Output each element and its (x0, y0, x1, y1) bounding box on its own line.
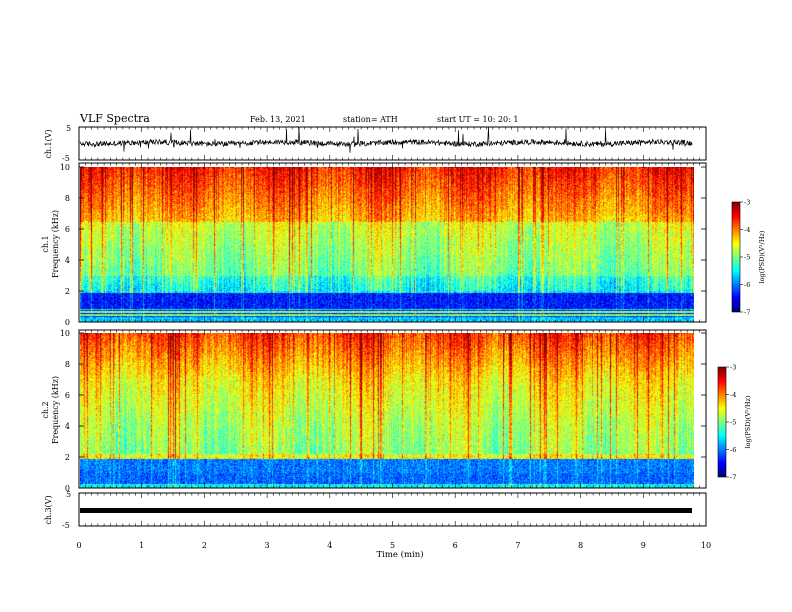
y-tick-label: 8 (65, 360, 70, 369)
colorbar-tick-label: -6 (744, 281, 750, 289)
x-axis-ticks (78, 127, 707, 526)
y-tick-label: 6 (65, 391, 70, 400)
y-tick-label: 0 (65, 484, 70, 493)
colorbar-tick-label: -4 (744, 226, 750, 234)
colorbar-ch1-label: log(PSD)(V²/Hz) (758, 230, 766, 283)
x-tick-label: 10 (701, 541, 711, 550)
colorbar-tick-label: -5 (730, 419, 736, 427)
colorbar-tick-label: -5 (744, 254, 750, 262)
spectrogram-ch2-yticks: 0 2 4 6 8 10 (60, 329, 706, 493)
spectrogram-ch2-ylabel: Frequency (kHz) (51, 376, 60, 444)
waveform-ch3-ytick-top: 5 (66, 490, 71, 499)
x-tick-label: 7 (515, 541, 520, 550)
x-tick-label: 0 (76, 541, 81, 550)
figure-title: VLF Spectra (79, 112, 150, 125)
y-tick-label: 4 (65, 256, 70, 265)
x-tick-label: 1 (139, 541, 144, 550)
x-tick-label: 3 (265, 541, 270, 550)
spectrogram-ch1-panel: ch.1 Frequency (kHz) 0 2 4 6 8 10 (41, 162, 707, 327)
x-tick-label: 4 (327, 541, 332, 550)
colorbar-ch1-ticks: -3 -4 -5 -6 -7 (740, 199, 750, 317)
spectrogram-ch2-panel: ch.2 Frequency (kHz) 0 2 4 6 8 10 (41, 329, 707, 493)
colorbar-tick-label: -6 (730, 446, 736, 454)
colorbar-ch2-ticks: -3 -4 -5 -6 -7 (726, 364, 736, 482)
x-tick-label: 8 (578, 541, 583, 550)
y-tick-label: 2 (65, 453, 70, 462)
header-start-time: start UT = 10: 20: 1 (437, 115, 518, 124)
waveform-ch1-ytick-top: 5 (66, 124, 71, 133)
waveform-ch1-ytick-bottom: -5 (62, 154, 70, 163)
colorbar-ch2-label: log(PSD)(V²/Hz) (744, 395, 752, 448)
colorbar-tick-label: -3 (730, 364, 736, 372)
waveform-ch3-ytick-bottom: -5 (62, 521, 70, 530)
waveform-ch3-trace (80, 508, 692, 513)
colorbar-tick-label: -4 (730, 391, 736, 399)
y-tick-label: 10 (60, 163, 70, 172)
y-tick-label: 10 (60, 329, 70, 338)
x-axis-label: Time (min) (376, 549, 423, 560)
colorbar-ch2: -3 -4 -5 -6 -7 log(PSD)(V²/Hz) (717, 364, 752, 482)
x-tick-label: 2 (202, 541, 207, 550)
waveform-ch1-ylabel: ch.1(V) (44, 129, 53, 158)
spectrogram-ch1-ylabel: Frequency (kHz) (51, 210, 60, 278)
x-tick-label: 5 (390, 541, 395, 550)
colorbar-ch2-gradient (718, 367, 726, 477)
header-station: station= ATH (343, 115, 398, 124)
spectrogram-ch1-yticks: 0 2 4 6 8 10 (60, 163, 706, 327)
y-tick-label: 0 (65, 318, 70, 327)
spectrogram-ch1-image (80, 167, 694, 322)
spectrogram-ch2-ylabel-channel: ch.2 (41, 401, 50, 418)
x-tick-label: 9 (641, 541, 646, 550)
spectrogram-ch2-image (80, 333, 694, 488)
colorbar-tick-label: -7 (730, 474, 736, 482)
colorbar-ch1-gradient (732, 202, 740, 312)
spectrogram-ch1-ylabel-channel: ch.1 (41, 235, 50, 252)
waveform-ch3-ylabel: ch.3(V) (44, 495, 53, 524)
header-date: Feb. 13, 2021 (250, 115, 306, 124)
y-tick-label: 8 (65, 194, 70, 203)
colorbar-tick-label: -3 (744, 199, 750, 207)
y-tick-label: 4 (65, 422, 70, 431)
colorbar-tick-label: -7 (744, 309, 750, 317)
colorbar-ch1: -3 -4 -5 -6 -7 log(PSD)(V²/Hz) (731, 199, 766, 317)
y-tick-label: 6 (65, 225, 70, 234)
x-axis-tick-labels: 0 1 2 3 4 5 6 7 8 9 10 (76, 541, 711, 550)
waveform-ch1-trace (79, 127, 693, 153)
waveform-ch3-panel: ch.3(V) 5 -5 (44, 490, 707, 530)
y-tick-label: 2 (65, 287, 70, 296)
waveform-ch1-panel: ch.1(V) 5 -5 (44, 124, 707, 163)
x-tick-label: 6 (453, 541, 458, 550)
